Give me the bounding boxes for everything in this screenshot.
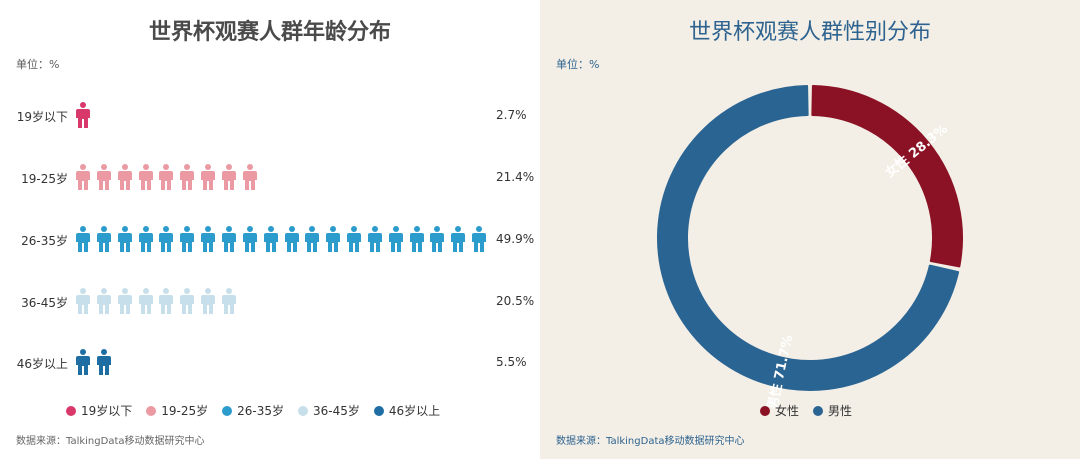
- age-row-value: 49.9%: [496, 232, 535, 246]
- gender-chart-title: 世界杯观赛人群性别分布: [688, 20, 931, 45]
- person-icon: [138, 164, 153, 190]
- age-row-label: 19-25岁: [21, 172, 68, 186]
- person-icon: [117, 164, 132, 190]
- legend-dot-icon: [298, 405, 309, 416]
- person-icon: [96, 288, 111, 314]
- legend-dot-icon: [146, 405, 157, 416]
- age-row-value: 2.7%: [496, 108, 527, 122]
- person-icon: [138, 288, 153, 314]
- gender-legend-label: 男性: [828, 404, 853, 418]
- person-icon: [76, 288, 90, 314]
- age-unit-label: 单位：%: [16, 58, 60, 71]
- age-legend-item: 19岁以下: [66, 402, 132, 419]
- age-source: 数据来源：TalkingData移动数据研究中心: [16, 436, 205, 447]
- gender-panel: 世界杯观赛人群性别分布 单位：% 女性 28.3% 男性 71.7% 女性 男性 数…: [540, 0, 1080, 459]
- person-icon: [117, 288, 132, 314]
- person-icon: [201, 288, 216, 314]
- person-icon: [76, 349, 90, 375]
- person-icon: [96, 164, 111, 190]
- person-icon: [180, 164, 195, 190]
- age-panel: 世界杯观赛人群年龄分布 单位：% 19岁以下 2.7% 19-25岁 21.4% 26-…: [16, 19, 535, 447]
- person-icon: [367, 226, 382, 252]
- person-icon: [76, 226, 90, 252]
- gender-source: 数据来源：TalkingData移动数据研究中心: [556, 436, 745, 447]
- age-legend-label: 26-35岁: [237, 404, 285, 418]
- person-icon: [96, 349, 111, 375]
- age-row-value: 20.5%: [496, 294, 535, 308]
- age-row-label: 36-45岁: [21, 296, 68, 310]
- person-icon: [409, 226, 424, 252]
- age-chart-title: 世界杯观赛人群年龄分布: [148, 19, 391, 45]
- person-icon: [472, 226, 487, 252]
- person-icon: [138, 226, 153, 252]
- donut-slice: [811, 85, 963, 268]
- person-icon: [76, 164, 90, 190]
- legend-dot-icon: [373, 405, 384, 416]
- age-legend-item: 36-45岁: [298, 402, 360, 419]
- person-icon: [180, 288, 195, 314]
- age-legend-label: 19-25岁: [161, 404, 209, 418]
- person-icon: [221, 288, 236, 314]
- gender-unit-label: 单位：%: [556, 58, 600, 71]
- person-icon: [388, 226, 403, 252]
- donut-slice: [657, 85, 960, 391]
- person-icon: [221, 226, 236, 252]
- person-icon: [305, 226, 320, 252]
- legend-dot-icon: [760, 405, 770, 416]
- legend-dot-icon: [813, 405, 824, 416]
- age-legend-label: 19岁以下: [81, 404, 133, 418]
- legend-dot-icon: [66, 405, 76, 416]
- person-icon: [451, 226, 466, 252]
- person-icon: [263, 226, 278, 252]
- age-row-value: 21.4%: [496, 170, 535, 184]
- gender-legend: 女性 男性: [760, 402, 866, 419]
- age-legend-item: 19-25岁: [146, 402, 208, 419]
- person-icon: [180, 226, 195, 252]
- person-icon: [347, 226, 362, 252]
- person-icon: [201, 164, 216, 190]
- legend-dot-icon: [222, 405, 233, 416]
- age-legend-label: 36-45岁: [313, 404, 360, 418]
- age-legend-item: 26-35岁: [222, 402, 284, 419]
- gender-legend-item: 男性: [813, 402, 852, 419]
- gender-donut-chart: 女性 28.3%男性 71.7%: [657, 85, 963, 411]
- person-icon: [201, 226, 216, 252]
- age-legend-label: 46岁以上: [388, 404, 441, 418]
- age-legend: 19岁以下 19-25岁 26-35岁 36-45岁 46岁以上: [66, 402, 454, 419]
- person-icon: [430, 226, 445, 252]
- person-icon: [326, 226, 341, 252]
- person-icon: [242, 164, 257, 190]
- person-icon: [242, 226, 257, 252]
- person-icon: [159, 164, 174, 190]
- person-icon: [159, 288, 174, 314]
- person-icon: [284, 226, 299, 252]
- person-icon: [221, 164, 236, 190]
- gender-legend-label: 女性: [775, 404, 800, 418]
- person-icon: [76, 102, 90, 128]
- age-row-label: 19岁以下: [16, 110, 68, 124]
- person-icon: [117, 226, 132, 252]
- gender-legend-item: 女性: [760, 402, 799, 419]
- person-icon: [159, 226, 174, 252]
- age-row-value: 5.5%: [496, 355, 527, 369]
- age-row-label: 46岁以上: [16, 357, 68, 371]
- age-row-label: 26-35岁: [21, 234, 68, 248]
- age-legend-item: 46岁以上: [373, 402, 441, 419]
- person-icon: [96, 226, 111, 252]
